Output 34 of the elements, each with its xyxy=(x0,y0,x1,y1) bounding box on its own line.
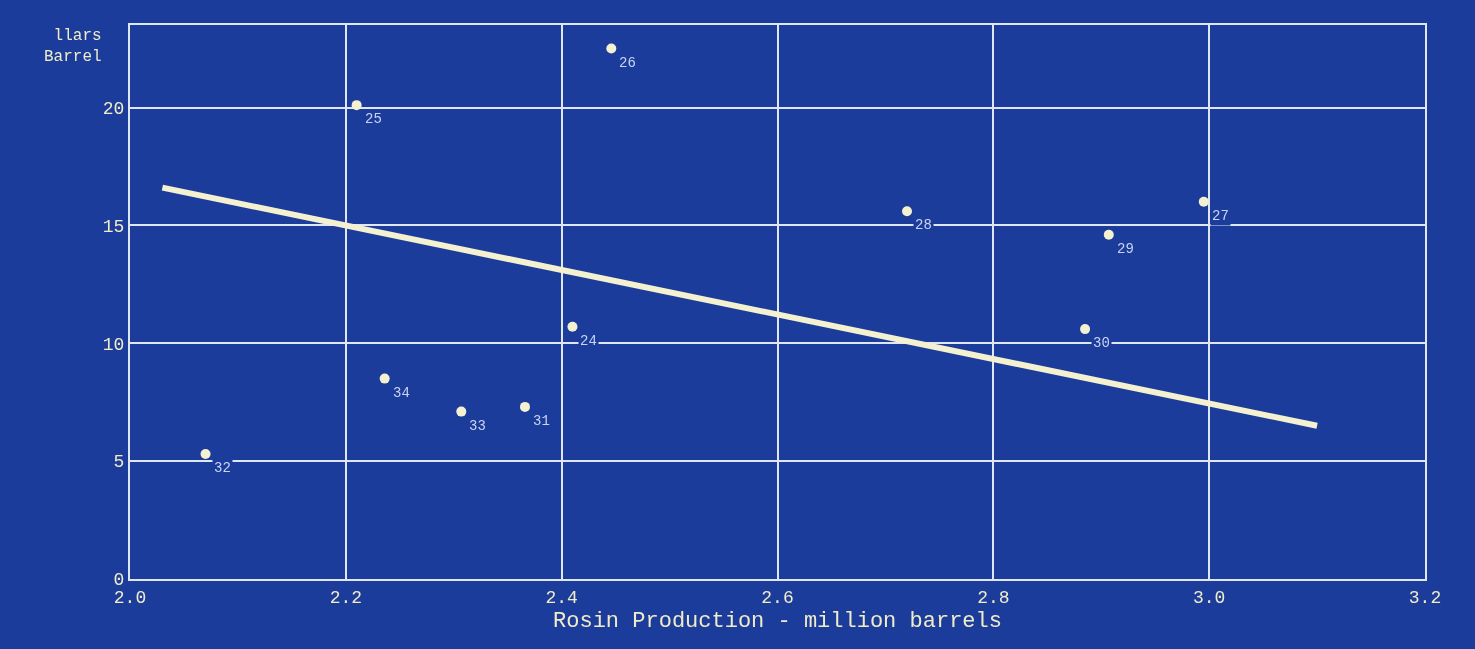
annotation: 34 xyxy=(393,385,410,401)
annotation: 25 xyxy=(365,111,382,127)
point xyxy=(902,206,912,217)
point xyxy=(1080,324,1091,335)
point xyxy=(519,401,530,412)
annotation: 26 xyxy=(619,55,636,71)
x-tick-label: 2.4 xyxy=(545,587,578,608)
point xyxy=(1103,229,1114,240)
x-tick-label: 2.6 xyxy=(761,587,794,608)
y-tick-label: 15 xyxy=(102,216,125,237)
x-tick-label: 2.2 xyxy=(329,587,363,608)
y-tick-label: 10 xyxy=(102,334,125,355)
point xyxy=(379,373,390,384)
y-tick-label: 5 xyxy=(113,452,125,473)
annotation: 32 xyxy=(214,460,231,476)
x-tick-label: 2.8 xyxy=(977,587,1010,608)
annotation: 30 xyxy=(1093,335,1110,351)
annotation: 33 xyxy=(469,418,486,434)
x-axis-title: Rosin Production - million barrels xyxy=(553,609,1002,634)
annotation: 28 xyxy=(915,217,932,233)
annotation: 31 xyxy=(533,413,550,429)
point xyxy=(1198,196,1209,207)
point xyxy=(606,43,617,54)
point xyxy=(456,406,467,417)
x-tick-label: 3.0 xyxy=(1192,587,1226,608)
annotation: 24 xyxy=(580,333,597,349)
annotation: 29 xyxy=(1117,241,1134,257)
point xyxy=(351,100,362,111)
point xyxy=(200,449,211,460)
y-axis-title: llars Barrel xyxy=(44,27,102,66)
x-tick-label: 3.2 xyxy=(1408,587,1442,608)
point xyxy=(567,321,578,332)
y-tick-label: 20 xyxy=(102,98,125,119)
annotation: 27 xyxy=(1212,208,1229,224)
